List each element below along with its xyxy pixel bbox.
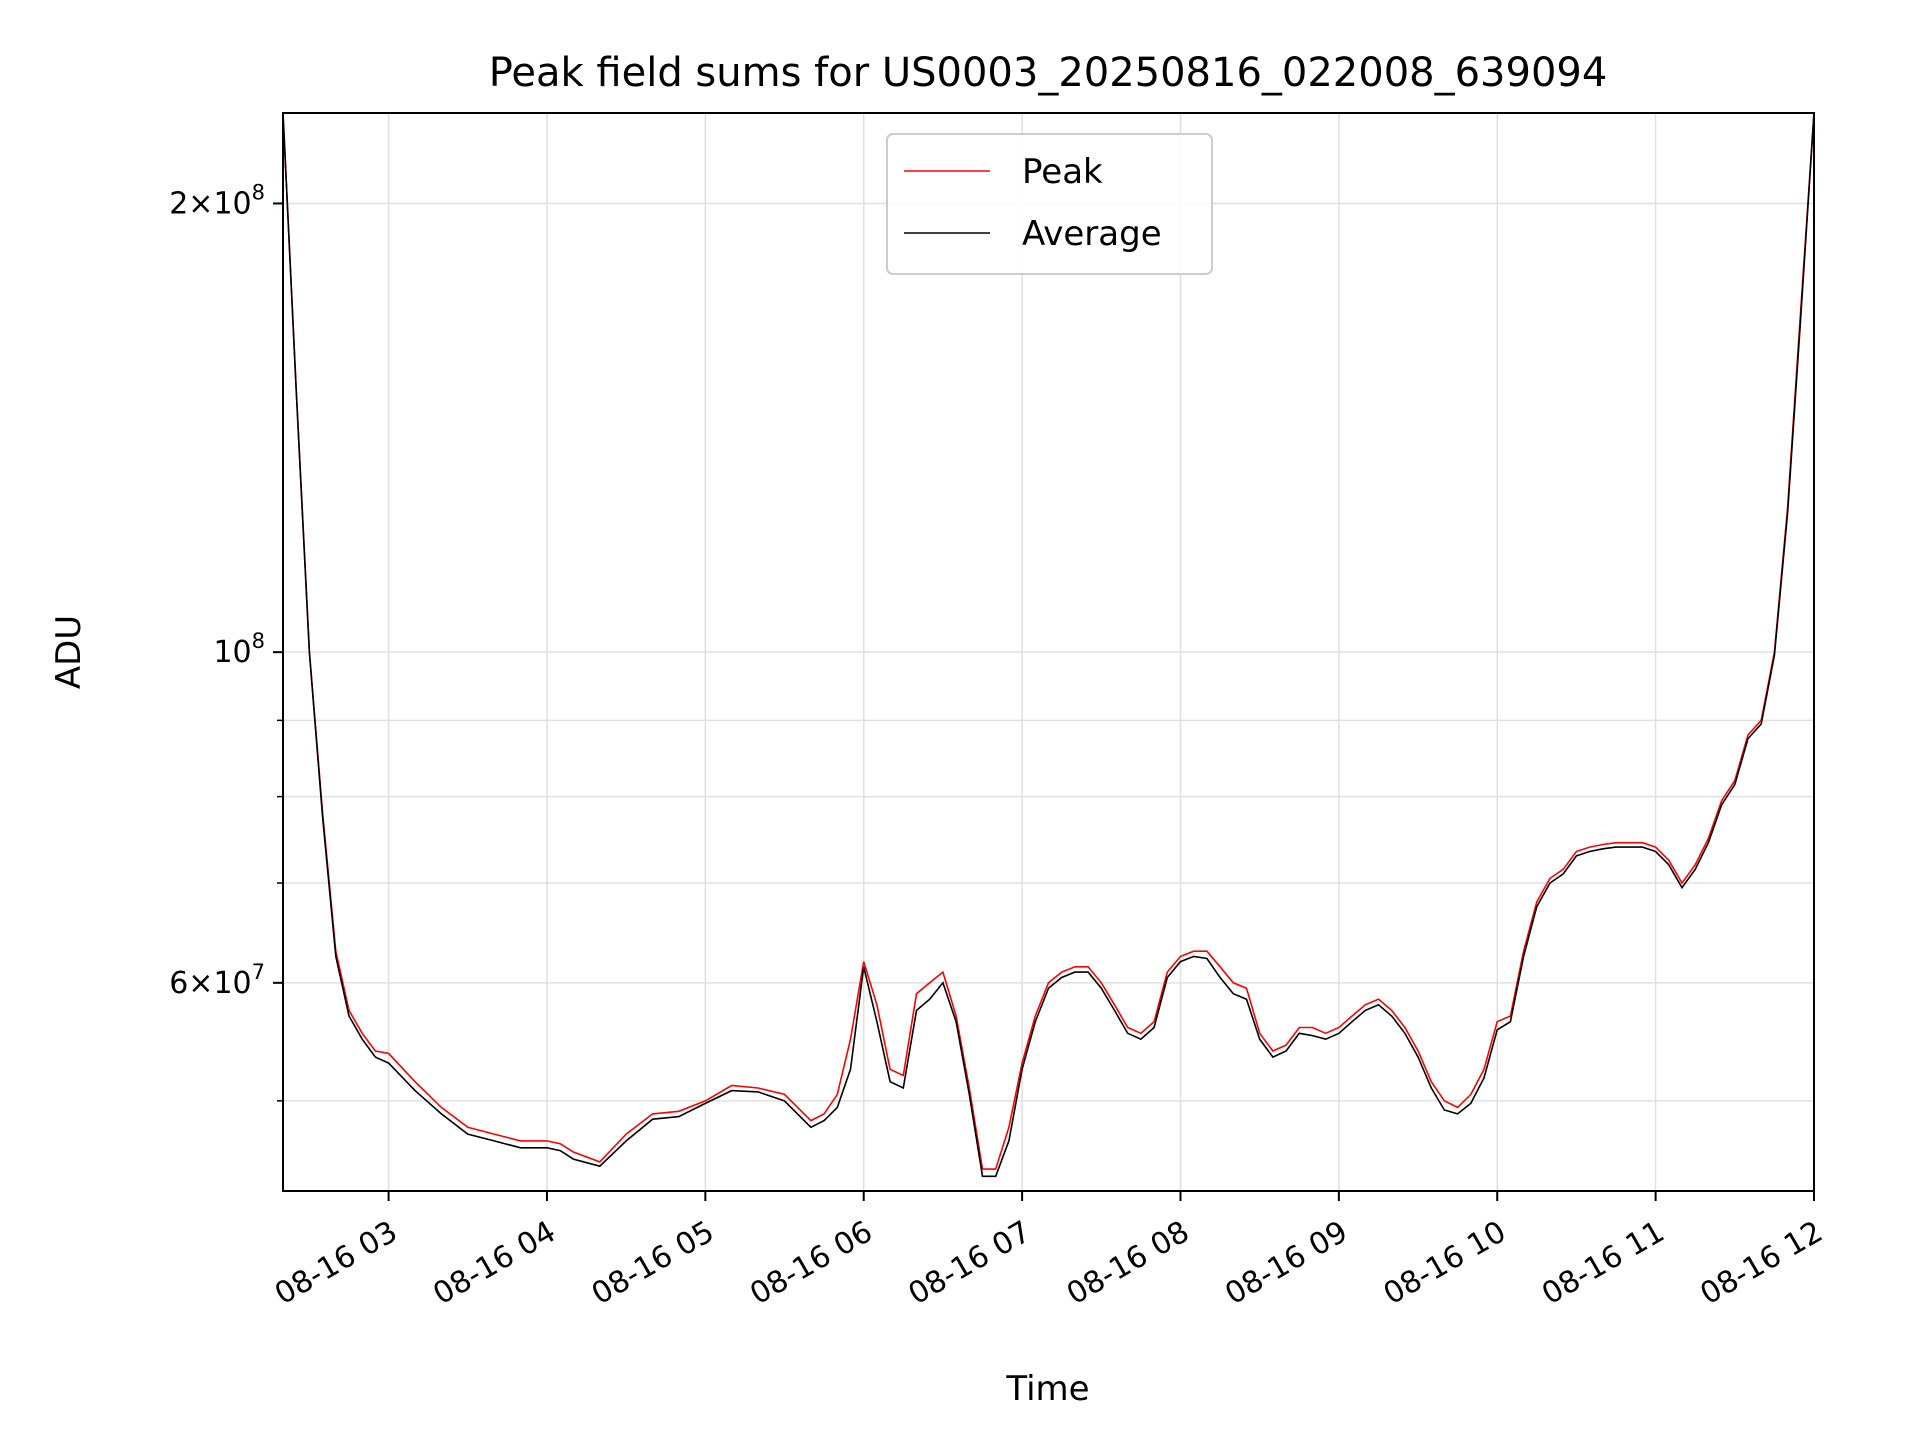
legend-label-average: Average <box>1022 214 1162 254</box>
series-average-line <box>283 113 1814 1178</box>
series-peak-line <box>283 113 1814 1170</box>
x-axis-label: Time <box>1005 1369 1089 1409</box>
legend-box <box>886 133 1213 275</box>
legend: Peak Average <box>886 133 1213 275</box>
plot-area <box>283 113 1814 1178</box>
y-tick-label: 108 <box>213 629 265 670</box>
chart-title: Peak field sums for US0003_20250816_0220… <box>489 50 1608 96</box>
y-tick-label: 2×108 <box>169 180 265 221</box>
y-axis: 6×107 108 2×108 <box>169 180 283 1102</box>
legend-label-peak: Peak <box>1022 152 1103 192</box>
y-axis-label: ADU <box>49 615 89 689</box>
y-tick-label: 6×107 <box>169 960 265 1001</box>
